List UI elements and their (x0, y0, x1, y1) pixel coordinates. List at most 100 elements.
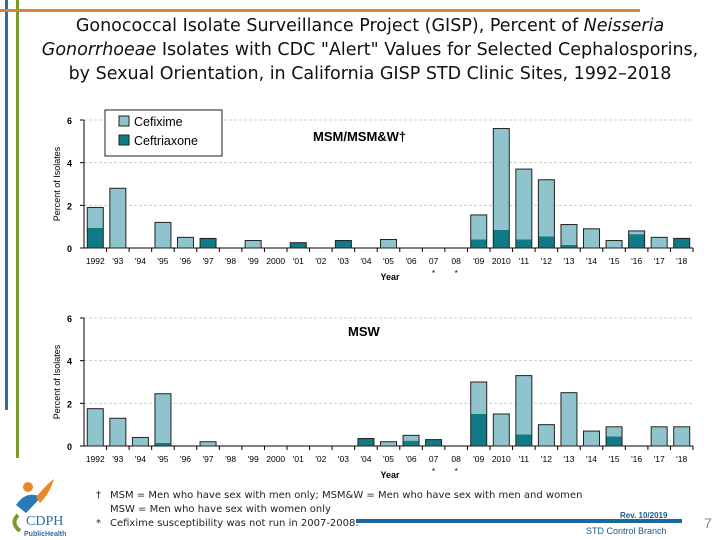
bar-cefixime (380, 441, 397, 446)
bar-outline (380, 441, 397, 447)
bar-cefixime (560, 224, 577, 245)
bar-outline (492, 128, 510, 249)
bar-cefixime (109, 188, 126, 248)
x-tick-label: '04 (360, 256, 371, 266)
bar-outline (334, 240, 352, 249)
bar-outline (560, 224, 578, 249)
bar-cefixime (177, 237, 194, 248)
bar-outline (199, 237, 217, 249)
bar-outline (177, 236, 194, 249)
bar-outline (673, 426, 691, 447)
y-tick-label: 6 (67, 314, 72, 324)
y-tick-label: 0 (67, 244, 72, 254)
x-tick-label: '15 (609, 256, 620, 266)
x-tick-label: '93 (112, 454, 123, 464)
bar-outline (583, 228, 600, 249)
x-tick-label: '09 (473, 454, 484, 464)
y-tick-label: 4 (67, 159, 72, 169)
x-tick-label: '98 (225, 454, 236, 464)
x-tick-label: '01 (293, 256, 304, 266)
bar-ceftriaxone (357, 438, 374, 446)
footnote-cefixime: Cefixime susceptibility was not run in 2… (110, 518, 359, 529)
bar-cefixime (515, 169, 532, 240)
bar-outline (560, 392, 578, 447)
bar-outline (628, 230, 646, 249)
bar-outline (515, 375, 533, 447)
x-tick-label: '97 (203, 256, 214, 266)
bar-ceftriaxone (493, 229, 510, 248)
x-tick-label: '18 (676, 454, 687, 464)
bar-ceftriaxone (470, 239, 487, 248)
x-tick-label: '15 (609, 454, 620, 464)
bar-outline (289, 242, 307, 249)
branch-name: STD Control Branch (586, 526, 667, 536)
bar-outline (605, 240, 623, 249)
bar-cefixime (87, 207, 104, 228)
bar-cefixime (538, 179, 555, 237)
x-tick-label: 2010 (492, 256, 511, 266)
bar-outline (86, 206, 104, 249)
x-tick-label: 08 (451, 454, 461, 464)
x-tick-label: 07 (429, 454, 439, 464)
x-tick-label: 2000 (266, 256, 285, 266)
y-axis-label: Percent of Isolates (52, 146, 62, 221)
bar-cefixime (403, 435, 420, 441)
x-tick-label: 07 (429, 256, 439, 266)
bar-cefixime (109, 418, 126, 446)
bar-outline (470, 214, 488, 249)
bar-ceftriaxone (425, 439, 442, 446)
x-tick-label: '11 (519, 256, 530, 266)
x-tick-label: '16 (631, 256, 642, 266)
x-tick-label: '14 (586, 454, 597, 464)
bar-ceftriaxone (154, 442, 171, 446)
y-tick-label: 2 (67, 201, 72, 211)
title-text: Gonococcal Isolate Surveillance Project … (75, 16, 584, 36)
bar-outline (402, 434, 420, 447)
bar-ceftriaxone (335, 240, 352, 248)
x-axis-label: Year (380, 272, 400, 282)
bar-cefixime (154, 393, 171, 443)
slide-title: Gonococcal Isolate Surveillance Project … (40, 14, 700, 86)
legend-swatch (118, 115, 130, 127)
revision-date: Rev. 10/2019 (620, 511, 668, 520)
bar-ceftriaxone (200, 238, 217, 248)
bar-outline (470, 381, 488, 447)
bar-outline (605, 426, 623, 447)
x-tick-label: '16 (631, 454, 642, 464)
bar-ceftriaxone (560, 244, 577, 248)
bar-outline (537, 424, 555, 447)
cdph-logo: CDPH PublicHealth (6, 475, 76, 537)
x-tick-label: '17 (654, 454, 665, 464)
x-tick-label: '97 (203, 454, 214, 464)
bar-outline (154, 393, 172, 447)
x-tick-label: 08 (451, 256, 461, 266)
bar-cefixime (560, 392, 577, 446)
bar-ceftriaxone (673, 238, 690, 248)
x-tick-label: '12 (541, 454, 552, 464)
bar-outline (109, 417, 127, 447)
x-tick-label: '94 (135, 454, 146, 464)
title-italic: Neisseria Gonorrhoeae (41, 16, 665, 60)
bar-cefixime (651, 237, 668, 248)
bar-cefixime (87, 408, 104, 446)
asterisk-mark: * (432, 467, 435, 476)
bar-cefixime (493, 128, 510, 230)
green-rule (16, 0, 19, 458)
x-tick-label: '13 (563, 454, 574, 464)
bar-outline (357, 438, 375, 447)
bar-outline (650, 426, 668, 447)
x-tick-label: 1992 (86, 256, 105, 266)
bar-outline (131, 436, 149, 447)
bar-ceftriaxone (403, 440, 420, 446)
blue-rule (5, 0, 8, 410)
x-tick-label: '12 (541, 256, 552, 266)
x-tick-label: '14 (586, 256, 597, 266)
x-tick-label: '94 (135, 256, 146, 266)
bar-outline (425, 439, 443, 447)
svg-text:PublicHealth: PublicHealth (24, 531, 66, 537)
y-axis-label: Percent of Isolates (52, 344, 62, 419)
legend-label: Cefixime (134, 115, 183, 129)
x-tick-label: '02 (315, 256, 326, 266)
x-tick-label: '02 (315, 454, 326, 464)
x-tick-label: '96 (180, 454, 191, 464)
